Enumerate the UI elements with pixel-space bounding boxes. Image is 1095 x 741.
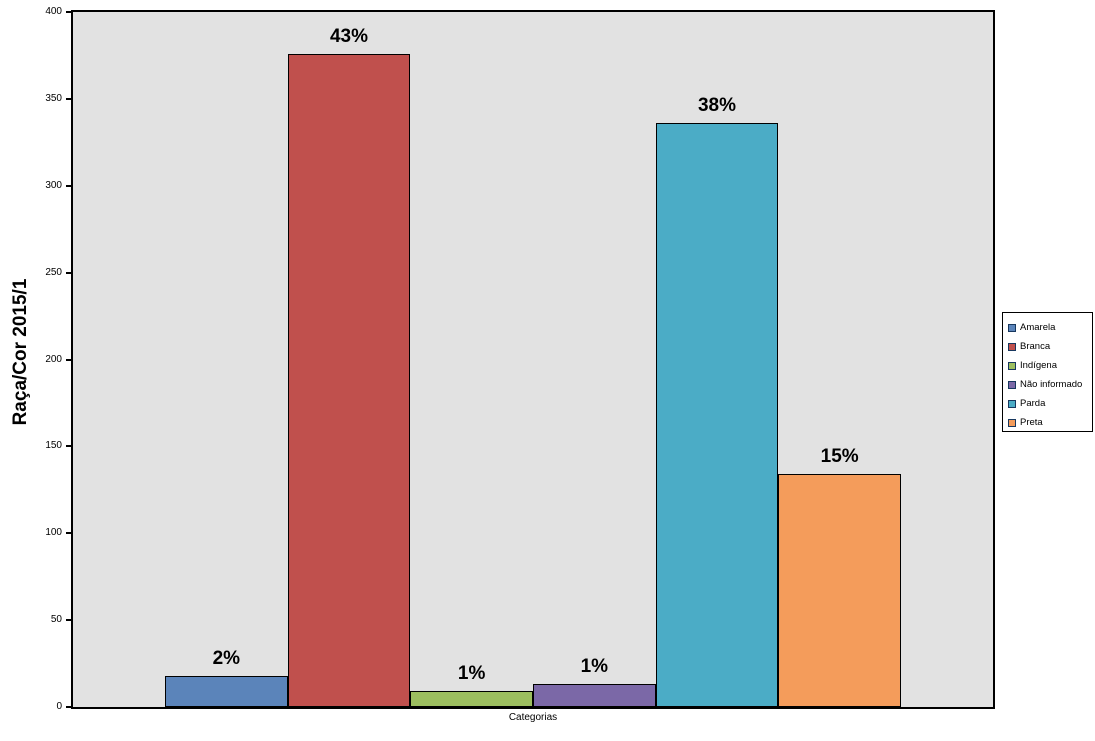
y-tick-mark: [66, 706, 71, 708]
legend-item-indígena[interactable]: Indígena: [1008, 356, 1092, 375]
bar-value-label: 2%: [212, 647, 241, 669]
bar-value-label: 43%: [329, 25, 368, 47]
legend-swatch-icon: [1008, 361, 1016, 370]
legend-label: Amarela: [1020, 322, 1056, 333]
bar-preta[interactable]: [778, 474, 901, 707]
y-tick-label: 100: [45, 527, 62, 539]
legend-swatch-icon: [1008, 380, 1016, 389]
y-tick-label: 50: [50, 614, 62, 626]
y-axis-title: Raça/Cor 2015/1: [10, 278, 31, 426]
legend-label: Branca: [1020, 341, 1051, 352]
legend-item-não-informado[interactable]: Não informado: [1008, 375, 1092, 394]
y-tick-label: 150: [45, 440, 62, 452]
bar-value-label: 1%: [457, 663, 486, 685]
y-tick-mark: [66, 619, 71, 622]
bar-amarela[interactable]: [165, 675, 288, 707]
y-tick-mark: [66, 97, 71, 100]
y-tick-mark: [66, 184, 71, 187]
y-tick-label: 350: [45, 92, 62, 104]
bar-não-informado[interactable]: [533, 684, 656, 707]
y-tick-label: 250: [45, 266, 62, 278]
bar-value-label: 38%: [697, 95, 736, 117]
y-tick-mark: [66, 11, 71, 13]
bar-value-label: 1%: [580, 656, 609, 678]
legend[interactable]: Amarela Branca Indígena Não informado Parda P…: [1002, 312, 1093, 432]
y-tick-label: 0: [56, 701, 62, 712]
y-tick-label: 300: [45, 179, 62, 191]
y-tick-mark: [66, 271, 71, 274]
legend-label: Indígena: [1020, 360, 1057, 371]
legend-swatch-icon: [1008, 342, 1016, 351]
bar-value-label: 15%: [820, 446, 859, 468]
y-tick-mark: [66, 445, 71, 448]
legend-item-branca[interactable]: Branca: [1008, 337, 1092, 356]
x-axis-title: Categorias: [508, 712, 558, 723]
bar-indígena[interactable]: [410, 691, 533, 707]
legend-item-parda[interactable]: Parda: [1008, 394, 1092, 413]
legend-label: Preta: [1020, 417, 1043, 428]
legend-item-amarela[interactable]: Amarela: [1008, 318, 1092, 337]
bar-branca[interactable]: [287, 53, 411, 707]
legend-swatch-icon: [1008, 418, 1016, 427]
bar-parda[interactable]: [655, 123, 779, 707]
legend-label: Não informado: [1020, 379, 1083, 390]
plot-area: 2% 43% 1% 1% 38% 15%: [71, 10, 995, 709]
legend-items: Amarela Branca Indígena Não informado Parda P…: [1008, 318, 1092, 432]
legend-label: Parda: [1020, 398, 1046, 409]
y-tick-mark: [66, 532, 71, 535]
y-tick-mark: [66, 358, 71, 361]
legend-swatch-icon: [1008, 323, 1016, 332]
legend-item-preta[interactable]: Preta: [1008, 413, 1092, 432]
y-tick-label: 200: [45, 353, 62, 365]
legend-swatch-icon: [1008, 399, 1016, 408]
y-tick-label: 400: [45, 6, 62, 17]
